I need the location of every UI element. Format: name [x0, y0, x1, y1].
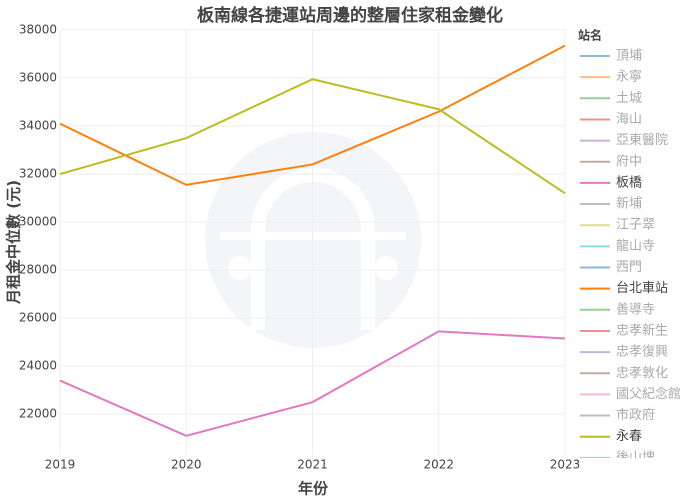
- legend-label[interactable]: 善導寺: [616, 301, 655, 317]
- legend-label[interactable]: 亞東醫院: [616, 132, 668, 148]
- line-series: [59, 330, 566, 437]
- x-tick-label: 2020: [171, 458, 202, 472]
- y-tick-label: 36000: [19, 71, 57, 85]
- legend-label[interactable]: 永春: [616, 429, 642, 444]
- line-series: [59, 78, 566, 195]
- plot-area: 22000 24000 26000 28000 30000 32000 34000 36000…: [19, 23, 580, 472]
- y-tick-label: 38000: [19, 23, 57, 37]
- y-tick-label: 22000: [19, 407, 57, 421]
- legend-label[interactable]: 台北車站: [616, 281, 668, 296]
- legend-label[interactable]: 國父紀念館: [616, 386, 681, 402]
- y-tick-label: 26000: [19, 311, 57, 325]
- legend-label[interactable]: 市政府: [616, 407, 655, 423]
- legend-title: 站名: [578, 28, 602, 43]
- legend-label[interactable]: 後山埤: [616, 449, 655, 465]
- x-axis-title: 年份: [298, 480, 329, 498]
- x-tick-label: 2022: [423, 458, 454, 472]
- legend-label[interactable]: 新埔: [616, 196, 642, 212]
- x-tick-label: 2019: [45, 458, 76, 472]
- legend-label[interactable]: 海山: [616, 112, 642, 127]
- legend-label[interactable]: 板橋: [616, 175, 642, 190]
- legend-label[interactable]: 土城: [616, 91, 642, 106]
- legend-label[interactable]: 忠孝新生: [616, 322, 668, 338]
- y-tick-label: 28000: [19, 263, 57, 277]
- legend-label[interactable]: 龍山寺: [616, 238, 655, 254]
- y-axis-title: 月租金中位數 (元): [5, 180, 23, 305]
- legend-label[interactable]: 江子翠: [616, 218, 655, 233]
- y-tick-label: 30000: [19, 215, 57, 229]
- legend-label[interactable]: 西門: [616, 260, 642, 275]
- legend-label[interactable]: 忠孝敦化: [616, 365, 668, 381]
- legend-label[interactable]: 府中: [616, 154, 642, 169]
- chart-title: 板南線各捷運站周邊的整層住家租金變化: [197, 5, 503, 26]
- legend-label[interactable]: 忠孝復興: [616, 344, 668, 360]
- y-tick-label: 32000: [19, 167, 57, 181]
- x-tick-label: 2023: [550, 458, 581, 472]
- legend-label[interactable]: 永寧: [616, 69, 642, 85]
- x-tick-label: 2021: [297, 458, 328, 472]
- line-series: [59, 44, 566, 186]
- y-tick-label: 24000: [19, 359, 57, 373]
- legend: 頂埔永寧土城海山亞東醫院府中板橋新埔江子翠龍山寺西門台北車站善導寺忠孝新生忠孝復…: [580, 49, 681, 465]
- legend-label[interactable]: 頂埔: [616, 49, 642, 64]
- y-tick-label: 34000: [19, 119, 57, 133]
